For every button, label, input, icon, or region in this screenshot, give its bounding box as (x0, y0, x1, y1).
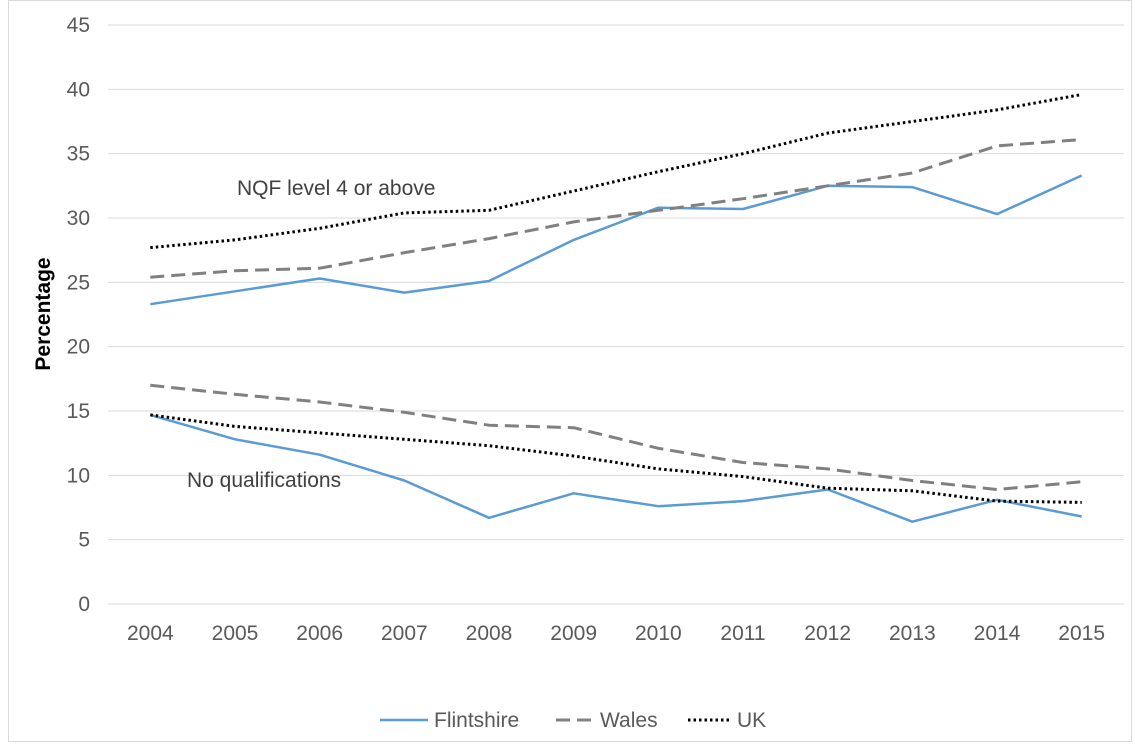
x-tick-label: 2012 (804, 622, 851, 645)
x-tick-label: 2004 (127, 622, 174, 645)
y-tick-label: 5 (78, 529, 90, 552)
series-line-wales (150, 138, 1082, 279)
x-tick-label: 2015 (1058, 622, 1105, 645)
series-lines (149, 93, 1083, 523)
series-line-uk (150, 413, 1082, 504)
y-tick-label: 15 (67, 400, 90, 423)
y-axis-title: Percentage (32, 257, 55, 370)
chart-area (8, 0, 1132, 742)
y-tick-label: 45 (67, 14, 90, 37)
series-line-flintshire (149, 413, 1082, 523)
x-tick-label: 2008 (466, 622, 513, 645)
x-axis-ticks: 2004 2005 2006 2007 2008 2009 2010 2011 2012 2013… (127, 622, 1105, 645)
series-line-flintshire (150, 174, 1083, 306)
y-tick-label: 25 (67, 271, 90, 294)
x-tick-label: 2007 (381, 622, 428, 645)
x-tick-label: 2013 (889, 622, 936, 645)
legend: Flintshire Wales UK (380, 709, 766, 732)
x-tick-label: 2005 (212, 622, 259, 645)
x-tick-label: 2014 (974, 622, 1021, 645)
y-tick-label: 35 (67, 143, 90, 166)
y-axis-ticks: 0 5 10 15 20 25 30 35 40 45 (67, 14, 90, 616)
legend-label: Wales (600, 709, 658, 732)
x-tick-label: 2010 (635, 622, 682, 645)
legend-label: Flintshire (434, 709, 519, 732)
series-line-uk (150, 93, 1082, 250)
gridlines (108, 24, 1124, 605)
series-line-wales (150, 383, 1082, 491)
y-tick-label: 10 (67, 464, 90, 487)
y-tick-label: 0 (78, 593, 90, 616)
y-tick-label: 30 (67, 207, 90, 230)
y-tick-label: 40 (67, 78, 90, 101)
legend-label: UK (737, 709, 766, 732)
x-tick-label: 2009 (550, 622, 597, 645)
x-tick-label: 2006 (296, 622, 343, 645)
y-tick-label: 20 (67, 336, 90, 359)
annotation-no-qualifications: No qualifications (187, 469, 341, 492)
x-tick-label: 2011 (720, 622, 765, 645)
annotation-nqf-level-4: NQF level 4 or above (237, 177, 435, 200)
